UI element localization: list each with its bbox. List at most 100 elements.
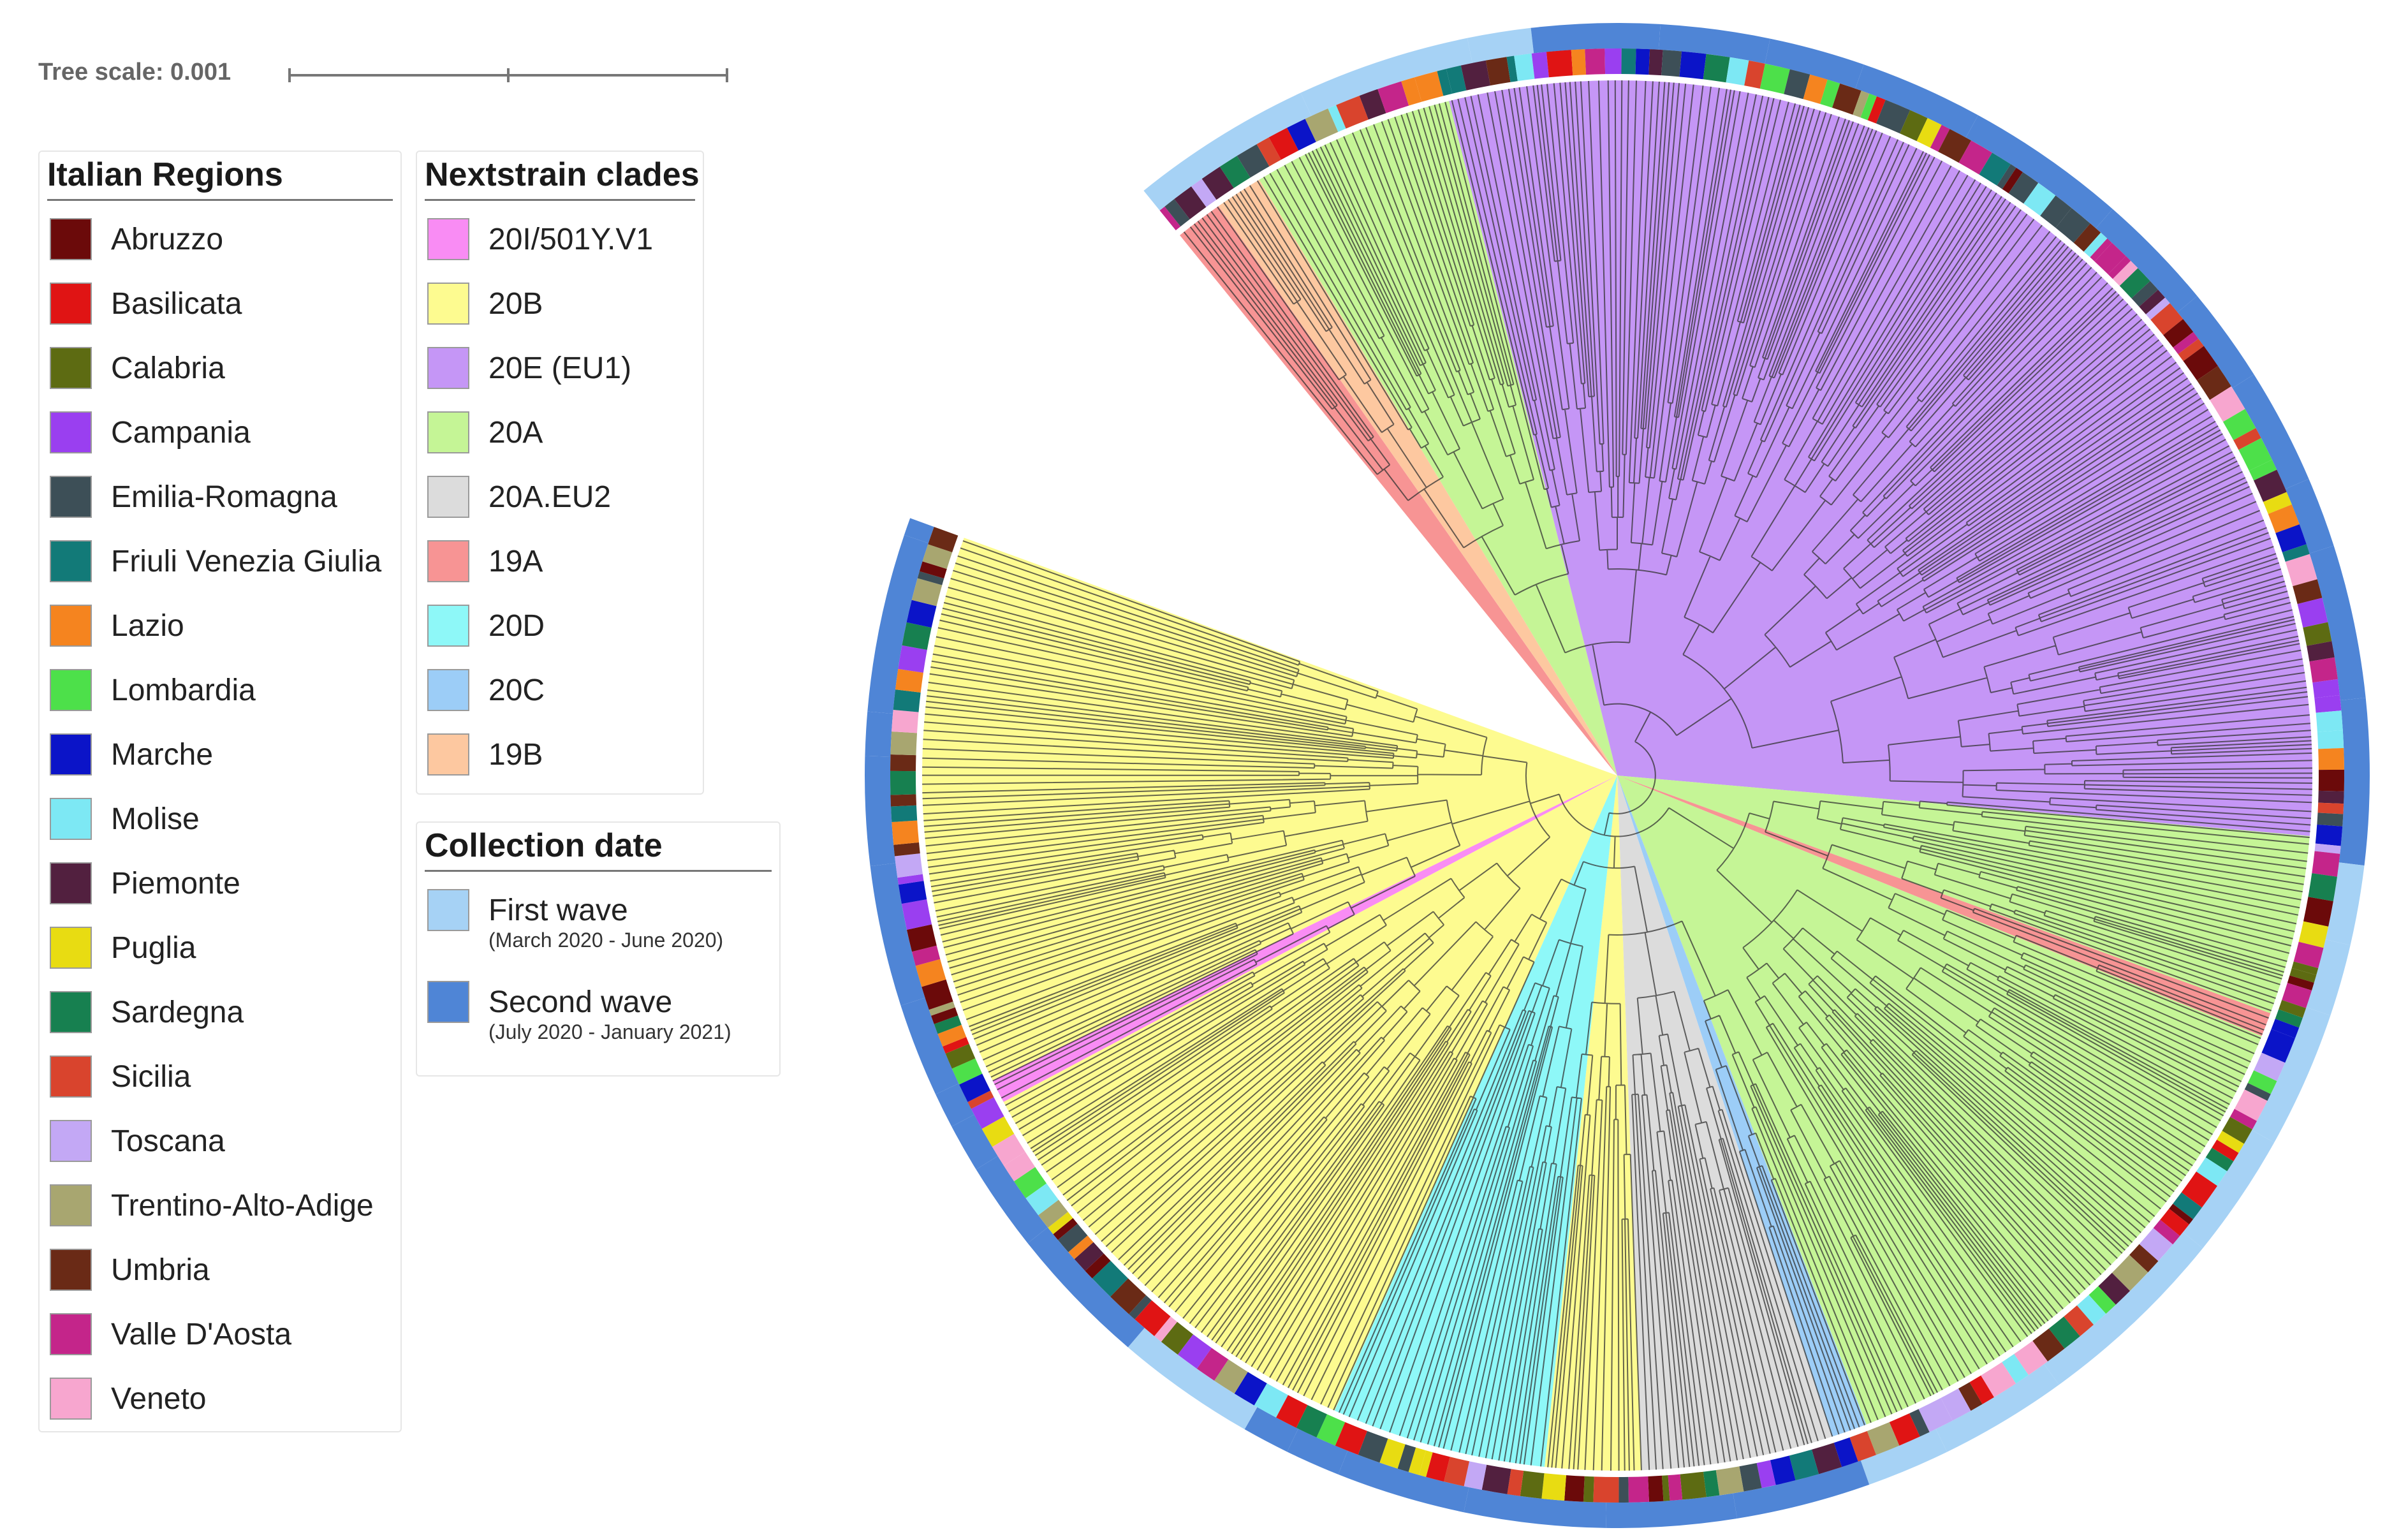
collection-date-cell <box>2096 209 2198 313</box>
region-cell <box>1668 1474 1683 1501</box>
region-cell <box>1585 48 1606 75</box>
region-cell <box>1154 1316 1177 1342</box>
legend-label: Molise <box>111 802 200 836</box>
region-cell <box>2119 268 2150 298</box>
region-cell <box>1234 1372 1267 1406</box>
clade-sector <box>1218 179 1617 776</box>
region-cell <box>1832 83 1861 115</box>
collection-date-cell <box>2338 697 2370 866</box>
region-cell <box>2169 1203 2193 1224</box>
collection-date-cell <box>1027 1227 1145 1348</box>
color-swatch <box>50 862 92 904</box>
region-cell <box>2279 999 2307 1018</box>
legend-label: 20C <box>488 673 545 707</box>
legend-label: 19B <box>488 738 543 772</box>
region-cell <box>1506 55 1518 82</box>
region-cell <box>2282 544 2310 562</box>
region-cell <box>2112 261 2138 286</box>
legend-label: 20E (EU1) <box>488 351 632 385</box>
collection-date-cell <box>2325 862 2365 946</box>
region-cell <box>1703 54 1730 83</box>
region-cell <box>2282 983 2312 1008</box>
collection-date-cell <box>2232 374 2309 489</box>
clade-sector <box>1617 776 2310 1013</box>
region-cell <box>915 959 946 987</box>
region-cell <box>1358 1430 1388 1463</box>
region-cell <box>906 924 937 952</box>
legend-label: 20I/501Y.V1 <box>488 223 654 256</box>
collection-date-cell <box>904 518 934 543</box>
collection-date-cell <box>1287 1429 1348 1474</box>
collection-date-cell <box>951 1114 998 1170</box>
legend-label: Lombardia <box>111 673 256 707</box>
collection-date-cell <box>1244 1407 1298 1452</box>
region-cell <box>2131 281 2159 307</box>
region-cell <box>2318 790 2344 804</box>
region-cell <box>1397 1444 1416 1473</box>
region-cell <box>1196 1348 1229 1381</box>
region-cell <box>2263 492 2292 514</box>
region-cell <box>2089 1286 2116 1314</box>
legend-label: Emilia-Romagna <box>111 480 337 514</box>
region-cell <box>1014 1166 1046 1198</box>
region-cell <box>1177 1334 1212 1369</box>
region-cell <box>1287 119 1316 151</box>
region-cell <box>2073 223 2101 252</box>
region-cell <box>2108 256 2131 279</box>
region-cell <box>1593 1476 1619 1503</box>
color-swatch <box>427 283 469 325</box>
region-cell <box>1414 71 1444 102</box>
region-cell <box>2222 409 2256 441</box>
region-cell <box>895 668 923 693</box>
region-cell <box>1715 1466 1744 1496</box>
collection-date-cell <box>1659 24 1770 64</box>
region-cell <box>911 578 943 607</box>
tree-scale-tick <box>726 68 728 82</box>
region-cell <box>1485 57 1511 86</box>
region-cell <box>1958 1382 1983 1411</box>
collection-legend-title: Collection date <box>425 827 772 872</box>
legend-label: Friuli Venezia Giulia <box>111 545 382 578</box>
region-cell <box>893 842 920 857</box>
region-cell <box>2064 1305 2094 1337</box>
collection-date-cell <box>1765 38 1864 89</box>
legend-label: Umbria <box>111 1253 210 1287</box>
region-cell <box>2032 1328 2065 1362</box>
collection-date-cell <box>865 711 893 757</box>
region-cell <box>2181 1171 2217 1208</box>
region-cell <box>1583 1476 1594 1503</box>
legend-label: Valle D'Aosta <box>111 1318 292 1351</box>
region-cell <box>1129 1295 1152 1320</box>
region-cell <box>2297 598 2328 628</box>
region-cell <box>2229 1108 2258 1129</box>
region-cell <box>890 794 916 807</box>
region-cell <box>2145 297 2170 320</box>
region-cell <box>1648 49 1663 76</box>
region-cell <box>1564 1475 1585 1502</box>
region-cell <box>2318 769 2344 791</box>
region-cell <box>2217 1131 2244 1153</box>
collection-date-cell <box>870 863 925 1006</box>
region-cell <box>2285 554 2317 587</box>
region-cell <box>1191 179 1217 207</box>
color-swatch <box>50 927 92 969</box>
region-cell <box>928 527 958 553</box>
region-cell <box>2303 897 2333 927</box>
region-cell <box>2254 1052 2286 1082</box>
region-cell <box>1546 50 1573 78</box>
legend-label: Calabria <box>111 351 225 385</box>
region-cell <box>1941 1388 1971 1421</box>
regions-legend-title: Italian Regions <box>47 156 393 201</box>
region-cell <box>2315 824 2343 846</box>
region-cell <box>2163 319 2194 348</box>
color-swatch <box>50 605 92 647</box>
region-cell <box>1648 1475 1664 1502</box>
clades-legend-title: Nextstrain clades <box>425 156 700 201</box>
region-cell <box>2275 1009 2303 1028</box>
collection-date-cell <box>1965 115 2113 228</box>
tree-scale: Tree scale: 0.001 <box>38 56 728 94</box>
region-cell <box>2183 346 2218 381</box>
legend-label: Campania <box>111 416 251 450</box>
region-cell <box>1756 1460 1776 1489</box>
region-cell <box>1419 1450 1433 1477</box>
